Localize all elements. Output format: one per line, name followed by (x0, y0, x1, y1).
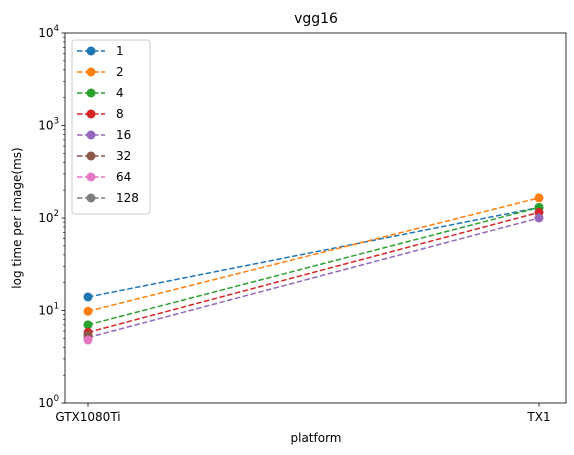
data-point-2 (534, 193, 544, 203)
y-axis: 100 101 102 103 104 (38, 24, 65, 410)
legend-marker-1 (86, 46, 96, 56)
series-line-8 (87, 211, 540, 334)
x-tick-label: TX1 (526, 410, 550, 424)
legend-label-4: 4 (116, 86, 124, 100)
data-point-16 (534, 213, 544, 223)
y-tick-label: 104 (38, 24, 59, 40)
legend-box (71, 39, 151, 215)
series-line-16 (87, 217, 540, 339)
legend-label-128: 128 (116, 191, 139, 205)
chart-title: vgg16 (294, 11, 338, 27)
legend-label-16: 16 (116, 128, 131, 142)
series-line-2 (87, 197, 540, 313)
x-axis-label: platform (291, 431, 342, 445)
y-axis-label: log time per image(ms) (10, 147, 24, 288)
y-tick-label: 103 (38, 117, 59, 133)
legend: 1 2 4 8 16 32 64 128 (71, 39, 151, 215)
legend-label-2: 2 (116, 65, 124, 79)
series-line-1 (87, 206, 540, 298)
data-point-64 (83, 335, 93, 345)
legend-label-1: 1 (116, 44, 124, 58)
x-tick-label: GTX1080Ti (55, 410, 120, 424)
series-line-4 (87, 206, 540, 326)
series-points (83, 193, 544, 345)
data-point-1 (83, 292, 93, 302)
data-point-4 (83, 320, 93, 330)
legend-marker-128 (86, 193, 96, 203)
series-lines (87, 197, 540, 339)
y-tick-label: 102 (38, 209, 59, 225)
legend-marker-2 (86, 67, 96, 77)
legend-marker-64 (86, 172, 96, 182)
legend-marker-32 (86, 151, 96, 161)
legend-label-32: 32 (116, 149, 131, 163)
legend-label-64: 64 (116, 170, 131, 184)
legend-marker-16 (86, 130, 96, 140)
y-tick-label: 100 (38, 394, 59, 410)
legend-label-8: 8 (116, 107, 124, 121)
legend-marker-8 (86, 109, 96, 119)
legend-marker-4 (86, 88, 96, 98)
data-point-2 (83, 306, 93, 316)
y-tick-label: 101 (38, 302, 59, 318)
x-axis: GTX1080Ti TX1 (55, 403, 551, 424)
